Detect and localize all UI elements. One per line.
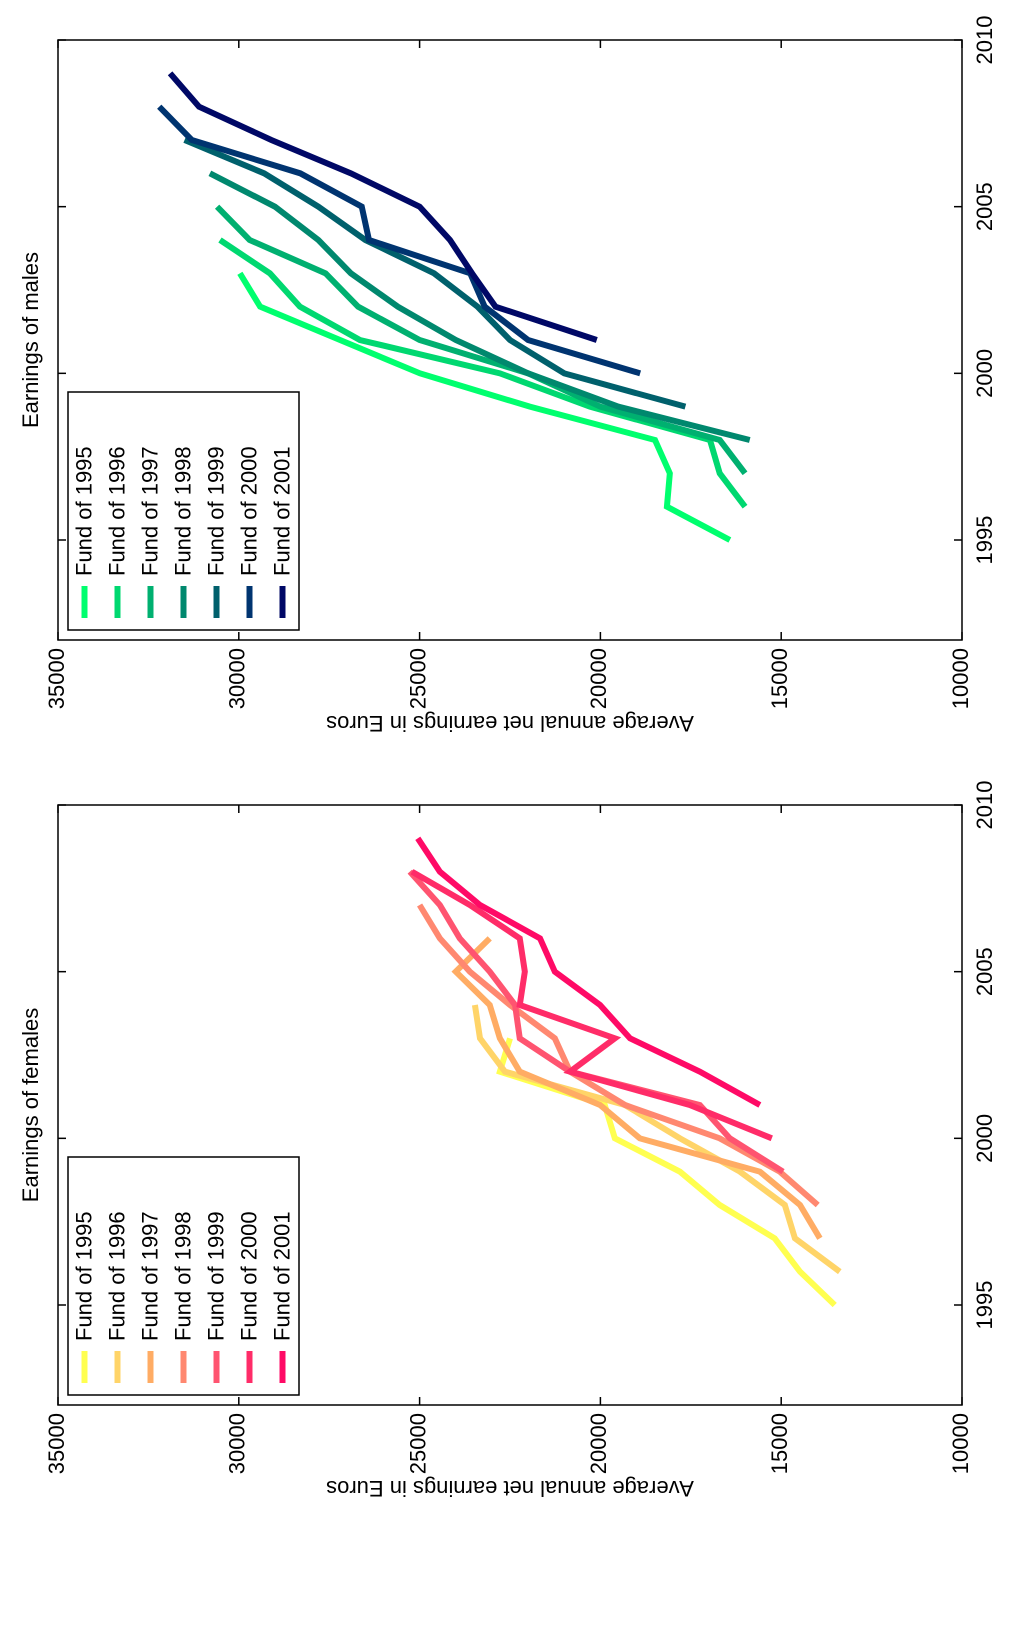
x-tick-label: 2000 (972, 1114, 997, 1163)
x-tick-label: 1995 (972, 1281, 997, 1330)
legend-label: Fund of 2001 (269, 1211, 294, 1341)
x-tick-label: 2005 (972, 947, 997, 996)
legend-label: Fund of 1997 (137, 446, 162, 576)
y-tick-label: 10000 (948, 1413, 973, 1474)
x-tick-label: 2010 (972, 16, 997, 65)
y-axis-label: Average annual net earnings in Euros (326, 711, 694, 736)
data-line (417, 903, 820, 1208)
legend-label: Fund of 1996 (104, 1211, 129, 1341)
data-line (410, 869, 773, 1142)
legend-label: Fund of 2000 (236, 1211, 261, 1341)
data-line (496, 1037, 837, 1308)
chart-panel: 1995 2000 2005 2010 10000 15000 20000 25000 3000… (18, 16, 997, 737)
y-tick-label: 20000 (586, 648, 611, 709)
data-line (183, 137, 687, 410)
data-line (415, 836, 762, 1108)
data-line (208, 170, 751, 443)
data-line (157, 104, 642, 377)
legend-box (67, 1156, 300, 1396)
data-line (407, 869, 785, 1175)
data-line (214, 204, 748, 476)
legend-label: Fund of 2000 (236, 446, 261, 576)
chart-title: Earnings of males (18, 252, 43, 428)
x-tick-label: 2005 (972, 182, 997, 231)
data-line (218, 237, 748, 509)
y-tick-label: 10000 (948, 648, 973, 709)
legend-label: Fund of 1997 (137, 1211, 162, 1341)
legend-label: Fund of 1995 (71, 446, 96, 576)
chart-title: Earnings of females (18, 1008, 43, 1202)
data-line (451, 936, 823, 1240)
y-axis-label: Average annual net earnings in Euros (326, 1476, 694, 1501)
legend-box (67, 391, 300, 631)
legend-label: Fund of 1999 (203, 446, 228, 576)
y-tick-label: 35000 (44, 648, 69, 709)
plot-frame (57, 804, 963, 1406)
y-tick-label: 25000 (405, 1413, 430, 1474)
legend-label: Fund of 1999 (203, 1211, 228, 1341)
y-tick-label: 35000 (44, 1413, 69, 1474)
legend-label: Fund of 2001 (269, 446, 294, 576)
x-tick-label: 2010 (972, 781, 997, 830)
y-tick-label: 20000 (586, 1413, 611, 1474)
legend-label: Fund of 1995 (71, 1211, 96, 1341)
data-line (167, 71, 598, 343)
y-tick-label: 15000 (767, 648, 792, 709)
chart-panel: 1995 2000 2005 2010 10000 15000 20000 25000 3000… (18, 781, 997, 1502)
legend-label: Fund of 1996 (104, 446, 129, 576)
data-line (471, 1004, 842, 1275)
data-line (237, 271, 732, 543)
legend-label: Fund of 1998 (170, 446, 195, 576)
x-tick-label: 2000 (972, 349, 997, 398)
y-tick-label: 30000 (225, 648, 250, 709)
y-tick-label: 25000 (405, 648, 430, 709)
y-tick-label: 30000 (225, 1413, 250, 1474)
plot-frame (57, 39, 963, 641)
legend-label: Fund of 1998 (170, 1211, 195, 1341)
x-tick-label: 1995 (972, 516, 997, 565)
y-tick-label: 15000 (767, 1413, 792, 1474)
